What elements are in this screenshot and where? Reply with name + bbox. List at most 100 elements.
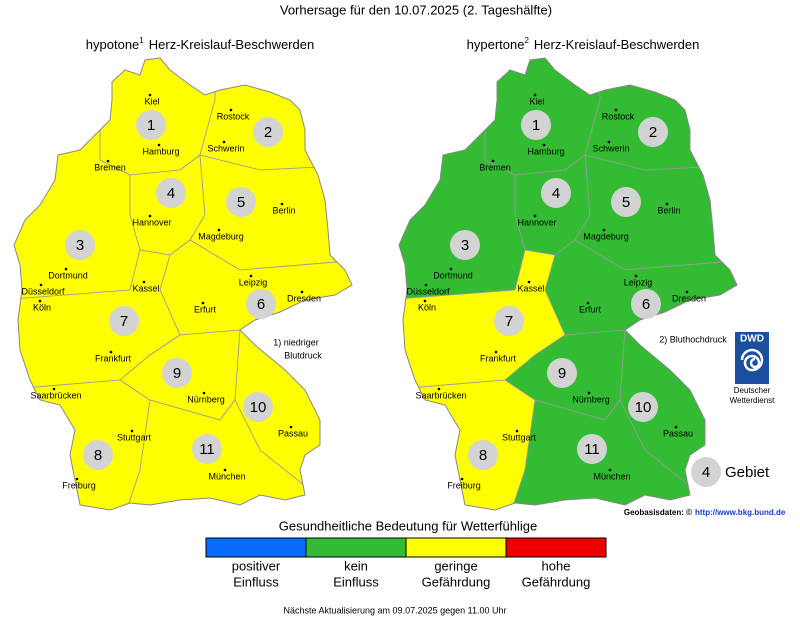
- region-number: 1: [147, 117, 155, 134]
- region-circle: [243, 392, 273, 422]
- region-number: 8: [479, 447, 487, 464]
- city-dot: [39, 283, 43, 287]
- region-circle: [541, 178, 571, 208]
- city-dot: [280, 202, 284, 206]
- key-label: Gebiet: [725, 464, 770, 481]
- region-circle: [65, 230, 95, 260]
- city-label: Berlin: [272, 205, 295, 215]
- map-subtitle: Herz-Kreislauf-Beschwerden: [534, 37, 699, 52]
- region-circle: [156, 178, 186, 208]
- region-number: 6: [257, 296, 265, 313]
- region-circle: [628, 392, 658, 422]
- city-label: Stuttgart: [502, 432, 537, 442]
- region-number: 5: [622, 194, 630, 211]
- map-name: hypertone: [467, 37, 525, 52]
- city-label: Freiburg: [62, 480, 96, 490]
- legend-swatch: [505, 537, 607, 558]
- city-label: Kassel: [517, 283, 544, 293]
- city-dot: [634, 274, 638, 278]
- map-note: Blutdruck: [284, 350, 322, 360]
- city-label: Hamburg: [527, 146, 564, 156]
- region-number: 7: [120, 313, 128, 330]
- city-label: Leipzig: [624, 277, 653, 287]
- region-circle: [136, 110, 166, 140]
- region-number: 9: [173, 365, 181, 382]
- city-dot: [674, 425, 678, 429]
- city-dot: [217, 228, 221, 232]
- city-label: Freiburg: [447, 480, 481, 490]
- city-label: Köln: [418, 302, 436, 312]
- region-circle: [162, 358, 192, 388]
- city-label: Saarbrücken: [415, 390, 466, 400]
- region-number: 4: [552, 185, 560, 202]
- city-dot: [586, 301, 590, 305]
- region-number: 2: [264, 124, 272, 141]
- city-dot: [423, 299, 427, 303]
- city-label: Dortmund: [433, 270, 473, 280]
- page-title: Vorhersage für den 10.07.2025 (2. Tagesh…: [280, 2, 552, 17]
- legend-label: kein: [344, 558, 368, 573]
- legend-label: Einfluss: [233, 574, 279, 589]
- legend-label: positiver: [232, 558, 281, 573]
- legend-label: hohe: [542, 558, 571, 573]
- dwd-logo-text: DWD: [740, 334, 764, 345]
- city-label: Hannover: [132, 217, 171, 227]
- region-number: 10: [635, 399, 652, 416]
- region-circle: [577, 434, 607, 464]
- legend-title: Gesundheitliche Bedeutung für Wetterfühl…: [279, 518, 537, 533]
- country-outline: [13, 57, 353, 511]
- source-label: Geobasisdaten: ©: [624, 508, 692, 517]
- city-dot: [614, 108, 618, 112]
- city-dot: [494, 350, 498, 354]
- city-label: Rostock: [602, 111, 635, 121]
- region-number: 5: [237, 194, 245, 211]
- city-dot: [201, 301, 205, 305]
- city-dot: [109, 350, 113, 354]
- dwd-spiral: [740, 348, 764, 372]
- city-label: Düsseldorf: [406, 286, 450, 296]
- legend-label: Einfluss: [333, 574, 379, 589]
- key-number: 4: [702, 464, 710, 481]
- region-circle: [494, 306, 524, 336]
- city-dot: [75, 477, 79, 481]
- region-circle: [631, 289, 661, 319]
- city-dot: [38, 299, 42, 303]
- region-number: 11: [584, 441, 600, 458]
- country-outline: [398, 57, 738, 511]
- city-label: Magdeburg: [583, 231, 629, 241]
- region: [14, 379, 151, 510]
- map-note: 1) niedriger: [273, 337, 319, 347]
- city-label: Nürnberg: [187, 394, 225, 404]
- city-dot: [424, 283, 428, 287]
- legend-swatch: [205, 537, 307, 558]
- region-number: 6: [642, 296, 650, 313]
- city-label: München: [208, 471, 245, 481]
- city-dot: [533, 214, 537, 218]
- city-label: Frankfurt: [480, 353, 517, 363]
- city-label: Hamburg: [142, 146, 179, 156]
- city-dot: [685, 290, 689, 294]
- region-circle: [246, 289, 276, 319]
- region-circle: [192, 434, 222, 464]
- city-dot: [157, 143, 161, 147]
- city-label: Magdeburg: [198, 231, 244, 241]
- footer: Nächste Aktualisierung am 09.07.2025 geg…: [284, 605, 507, 615]
- city-dot: [148, 214, 152, 218]
- region-number: 8: [94, 447, 102, 464]
- city-label: Rostock: [217, 111, 250, 121]
- region-number: 11: [199, 441, 215, 458]
- city-dot: [223, 468, 227, 472]
- city-dot: [602, 228, 606, 232]
- source-link[interactable]: http://www.bkg.bund.de: [695, 508, 786, 517]
- city-dot: [229, 108, 233, 112]
- city-label: Bremen: [94, 162, 126, 172]
- city-label: Hannover: [517, 217, 556, 227]
- city-label: Erfurt: [194, 304, 217, 314]
- legend-swatch: [405, 537, 507, 558]
- city-label: Dresden: [287, 293, 321, 303]
- map-note: 2) Bluthochdruck: [659, 334, 727, 344]
- city-label: Nürnberg: [572, 394, 610, 404]
- city-label: Köln: [33, 302, 51, 312]
- city-label: Frankfurt: [95, 353, 132, 363]
- city-dot: [607, 140, 611, 144]
